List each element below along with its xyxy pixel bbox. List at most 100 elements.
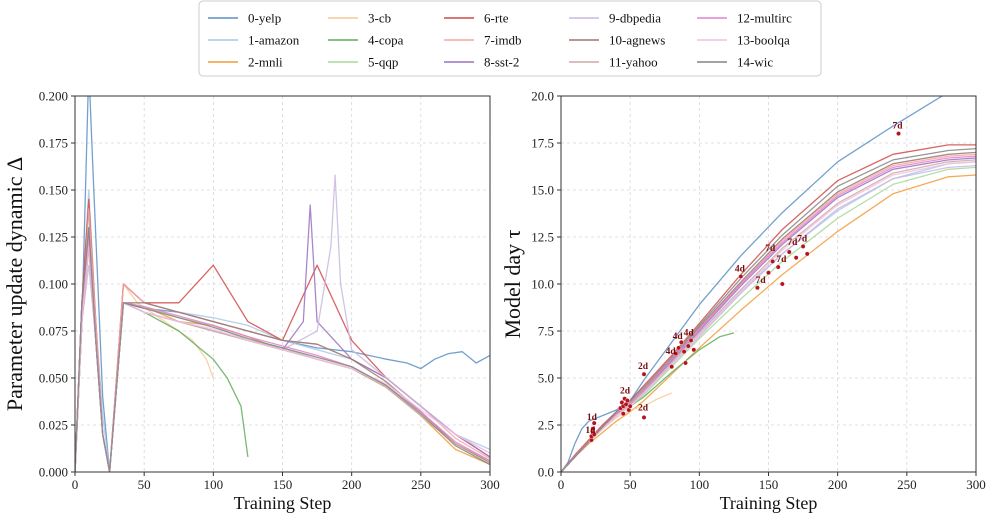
legend-label-13-boolqa: 13-boolqa [737, 33, 790, 48]
day-marker-point [766, 270, 771, 276]
day-marker-point [669, 364, 675, 370]
y-axis-label: Parameter update dynamic Δ [2, 157, 27, 411]
x-tick-label: 150 [273, 477, 293, 492]
x-tick-label: 100 [690, 477, 710, 492]
y-tick-label: 15.0 [531, 183, 554, 198]
day-marker-point [627, 403, 633, 409]
day-annotation: 2d [638, 362, 649, 372]
day-annotation: 1d [585, 426, 596, 436]
x-tick-label: 250 [897, 477, 917, 492]
day-marker-point [779, 281, 785, 287]
y-tick-label: 17.5 [531, 136, 554, 151]
day-annotation: 2d [638, 404, 649, 414]
day-marker-point [625, 398, 630, 403]
y-tick-label: 20.0 [531, 89, 554, 104]
x-tick-label: 150 [759, 477, 779, 492]
day-marker-point [755, 285, 760, 291]
day-marker-point [591, 420, 597, 426]
series-line-14-wic [561, 147, 976, 472]
y-tick-label: 2.5 [538, 418, 554, 433]
legend-frame [198, 0, 822, 77]
legend-label-3-cb: 3-cb [368, 11, 391, 26]
day-marker-point [676, 345, 681, 351]
series-group [75, 96, 490, 472]
day-marker-point [786, 249, 792, 255]
legend-label-8-sst-2: 8-sst-2 [484, 55, 519, 70]
day-annotation: 7d [776, 255, 787, 265]
day-marker-point [804, 251, 810, 257]
y-tick-label: 0.175 [39, 136, 68, 151]
day-marker-point [678, 339, 684, 345]
x-tick-label: 300 [966, 477, 986, 492]
series-line-1-amazon [561, 161, 976, 472]
series-group [561, 96, 976, 472]
day-annotation: 7d [893, 122, 904, 132]
y-tick-label: 0.050 [39, 371, 68, 386]
day-marker-point [688, 337, 694, 343]
series-line-4-copa [75, 208, 249, 472]
x-tick-label: 200 [828, 477, 848, 492]
day-marker-point [691, 347, 697, 353]
legend-label-14-wic: 14-wic [737, 55, 773, 70]
legend-label-12-multirc: 12-multirc [737, 11, 792, 26]
y-axis-label: Model day τ [500, 229, 525, 338]
y-tick-label: 5.0 [538, 371, 554, 386]
day-annotation: 7d [765, 244, 776, 254]
day-marker-point [673, 351, 679, 356]
y-tick-label: 0.150 [39, 183, 68, 198]
day-marker-point [620, 411, 626, 417]
series-line-0-yelp [561, 96, 944, 472]
x-tick-label: 0 [558, 477, 565, 492]
day-marker-point [681, 349, 687, 355]
y-tick-label: 0.025 [39, 418, 68, 433]
day-marker-point [685, 343, 691, 349]
legend-label-1-amazon: 1-amazon [248, 33, 300, 48]
day-annotation: 1d [587, 413, 598, 423]
legend-label-2-mnli: 2-mnli [248, 55, 283, 70]
x-axis-label: Training Step [234, 493, 332, 513]
day-annotation: 7d [787, 238, 798, 248]
day-annotation: 4d [684, 328, 695, 338]
legend-label-0-yelp: 0-yelp [248, 11, 281, 26]
y-tick-label: 0.075 [39, 324, 68, 339]
legend-label-4-copa: 4-copa [368, 33, 404, 48]
day-annotation: 4d [673, 332, 684, 342]
day-marker-point [591, 431, 597, 437]
y-tick-label: 12.5 [531, 230, 554, 245]
y-tick-label: 0.000 [39, 465, 68, 480]
series-line-13-boolqa [561, 161, 976, 472]
legend-label-6-rte: 6-rte [484, 11, 509, 26]
day-marker-point [793, 255, 799, 261]
y-tick-label: 0.125 [39, 230, 68, 245]
plot-frame [560, 95, 977, 473]
legend-label-10-agnews: 10-agnews [609, 33, 665, 48]
series-line-3-cb [561, 392, 672, 472]
day-marker-point [683, 360, 688, 366]
y-tick-label: 0.200 [39, 89, 68, 104]
series-line-14-wic [75, 226, 490, 472]
x-tick-label: 250 [411, 477, 431, 492]
legend-label-11-yahoo: 11-yahoo [609, 55, 658, 70]
y-tick-label: 10.0 [531, 277, 554, 292]
left-panel-update-dynamic: 0 50 100 150 200 250 300 0.000 0.025 0.050 0.075 0.… [2, 89, 500, 514]
y-tick-label: 0.100 [39, 277, 68, 292]
x-tick-label: 300 [480, 477, 500, 492]
day-annotation: 4d [666, 347, 677, 357]
x-tick-label: 200 [342, 477, 362, 492]
x-tick-label: 100 [204, 477, 224, 492]
x-tick-label: 50 [138, 477, 151, 492]
day-marker-point [738, 274, 744, 279]
legend: 0-yelp 1-amazon 2-mnli 3-cb 4-copa 5-qqp 6-rte… [198, 0, 822, 77]
legend-label-7-imdb: 7-imdb [484, 33, 522, 48]
day-annotation: 2d [620, 387, 631, 397]
day-marker-point [590, 426, 596, 432]
day-annotation: 7d [756, 276, 767, 286]
day-marker-point [800, 243, 806, 249]
x-tick-label: 50 [624, 477, 637, 492]
day-marker-point [641, 371, 647, 377]
y-tick-label: 0.0 [538, 465, 554, 480]
day-annotation: 4d [735, 264, 746, 274]
plot-frame [74, 95, 491, 473]
day-marker-point [770, 259, 776, 264]
